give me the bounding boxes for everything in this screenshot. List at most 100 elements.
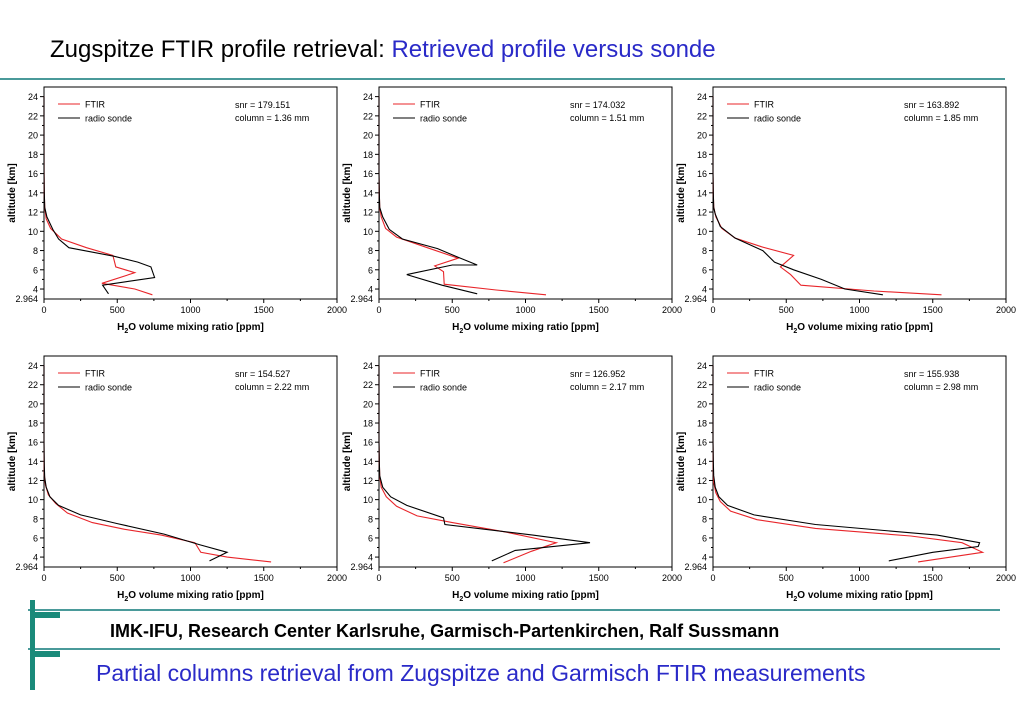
y-tick-label: 6 [33,265,38,275]
y-tick-label: 18 [363,419,373,429]
y-tick-label: 6 [702,265,707,275]
y-tick-label: 12 [28,476,38,486]
y-tick-label: 8 [702,246,707,256]
y-tick-label: 24 [363,361,373,371]
y-tick-label: 4 [33,553,38,563]
y-axis-label: altitude [km] [342,163,353,222]
x-tick-label: 500 [779,573,794,583]
x-tick-label: 0 [376,305,381,315]
footer-divider-top [28,609,1000,611]
y-tick-label: 12 [697,476,707,486]
legend-label: FTIR [420,100,440,110]
y-tick-label: 16 [363,169,373,179]
x-tick-label: 2000 [662,305,682,315]
chart-6: 0 500 1000 1500 2000 4 6 8 10 12 14 16 18 20 22 24 2.964… [676,355,1016,603]
x-axis-label-subscript: 2 [793,596,797,603]
y-tick-label: 12 [697,208,707,218]
x-tick-label: 500 [110,573,125,583]
annotation-text: snr = 155.938 [904,369,959,379]
y-tick-label: 10 [28,495,38,505]
annotation-text: snr = 179.151 [235,100,290,110]
x-axis-label-rest: O volume mixing ratio [ppm] [128,322,264,333]
y-tick-label: 20 [363,399,373,409]
y-tick-label: 20 [28,399,38,409]
page-title: Zugspitze FTIR profile retrieval: Retrie… [50,36,716,64]
y-tick-label: 12 [28,208,38,218]
x-tick-label: 1000 [180,573,200,583]
y-tick-label: 10 [28,227,38,237]
title-highlight: Retrieved profile versus sonde [391,36,716,63]
legend-label: radio sonde [85,114,132,124]
y-tick-label: 14 [28,457,38,467]
y-bottom-label: 2.964 [15,562,38,572]
y-tick-label: 4 [33,285,38,295]
y-tick-label: 4 [702,285,707,295]
y-tick-label: 24 [28,92,38,102]
x-tick-label: 0 [376,573,381,583]
y-axis-label: altitude [km] [342,432,353,491]
y-tick-label: 18 [697,150,707,160]
series-line-radio-sonde [43,365,229,562]
legend-label: FTIR [754,100,774,110]
y-tick-label: 8 [368,246,373,256]
y-tick-label: 14 [363,457,373,467]
legend-label: FTIR [85,100,105,110]
legend-label: FTIR [85,369,105,379]
x-axis-label-rest: O volume mixing ratio [ppm] [463,590,599,601]
y-tick-label: 10 [363,227,373,237]
x-axis-label-subscript: 2 [459,328,463,335]
x-tick-label: 2000 [662,573,682,583]
x-tick-label: 500 [445,305,460,315]
y-tick-label: 14 [697,188,707,198]
y-tick-label: 18 [363,150,373,160]
y-bottom-label: 2.964 [350,294,373,304]
x-tick-label: 0 [710,573,715,583]
y-tick-label: 18 [697,419,707,429]
organization-line: IMK-IFU, Research Center Karlsruhe, Garm… [110,621,780,641]
annotation-text: snr = 126.952 [570,369,625,379]
series-line-ftir [43,96,153,296]
y-tick-label: 4 [368,553,373,563]
x-axis-label: H2O volume mixing ratio [ppm] [786,322,933,335]
y-tick-label: 24 [697,361,707,371]
y-tick-label: 8 [368,514,373,524]
x-axis-label-prefix: H [786,590,793,601]
logo-bar-bottom [30,651,60,657]
y-tick-label: 14 [28,188,38,198]
x-axis-label-rest: O volume mixing ratio [ppm] [797,590,933,601]
annotation-text: column = 2.17 mm [570,382,644,392]
x-tick-label: 1500 [254,573,274,583]
y-tick-label: 22 [697,111,707,121]
y-tick-label: 20 [697,131,707,141]
legend-label: radio sonde [85,383,132,393]
y-tick-label: 10 [363,495,373,505]
y-tick-label: 6 [368,533,373,543]
x-axis-label: H2O volume mixing ratio [ppm] [117,590,264,603]
annotation-text: column = 1.85 mm [904,113,978,123]
y-tick-label: 16 [697,438,707,448]
y-tick-label: 12 [363,476,373,486]
x-axis-label-subscript: 2 [124,596,128,603]
x-axis-label: H2O volume mixing ratio [ppm] [452,590,599,603]
y-tick-label: 22 [697,380,707,390]
x-tick-label: 1500 [254,305,274,315]
series-line-radio-sonde [378,365,591,562]
x-tick-label: 500 [445,573,460,583]
annotation-text: snr = 174.032 [570,100,625,110]
y-axis-label: altitude [km] [7,432,18,491]
x-tick-label: 1000 [849,305,869,315]
x-axis-label-subscript: 2 [124,328,128,335]
y-axis-label: altitude [km] [676,163,687,222]
y-tick-label: 10 [697,227,707,237]
x-tick-label: 1500 [923,305,943,315]
y-tick-label: 18 [28,150,38,160]
x-tick-label: 500 [110,305,125,315]
legend-label: FTIR [754,369,774,379]
y-tick-label: 20 [363,131,373,141]
legend-label: radio sonde [754,383,801,393]
x-tick-label: 1000 [849,573,869,583]
y-tick-label: 22 [28,111,38,121]
subtitle-line: Partial columns retrieval from Zugspitze… [96,660,866,686]
x-tick-label: 0 [41,573,46,583]
x-axis-label: H2O volume mixing ratio [ppm] [452,322,599,335]
